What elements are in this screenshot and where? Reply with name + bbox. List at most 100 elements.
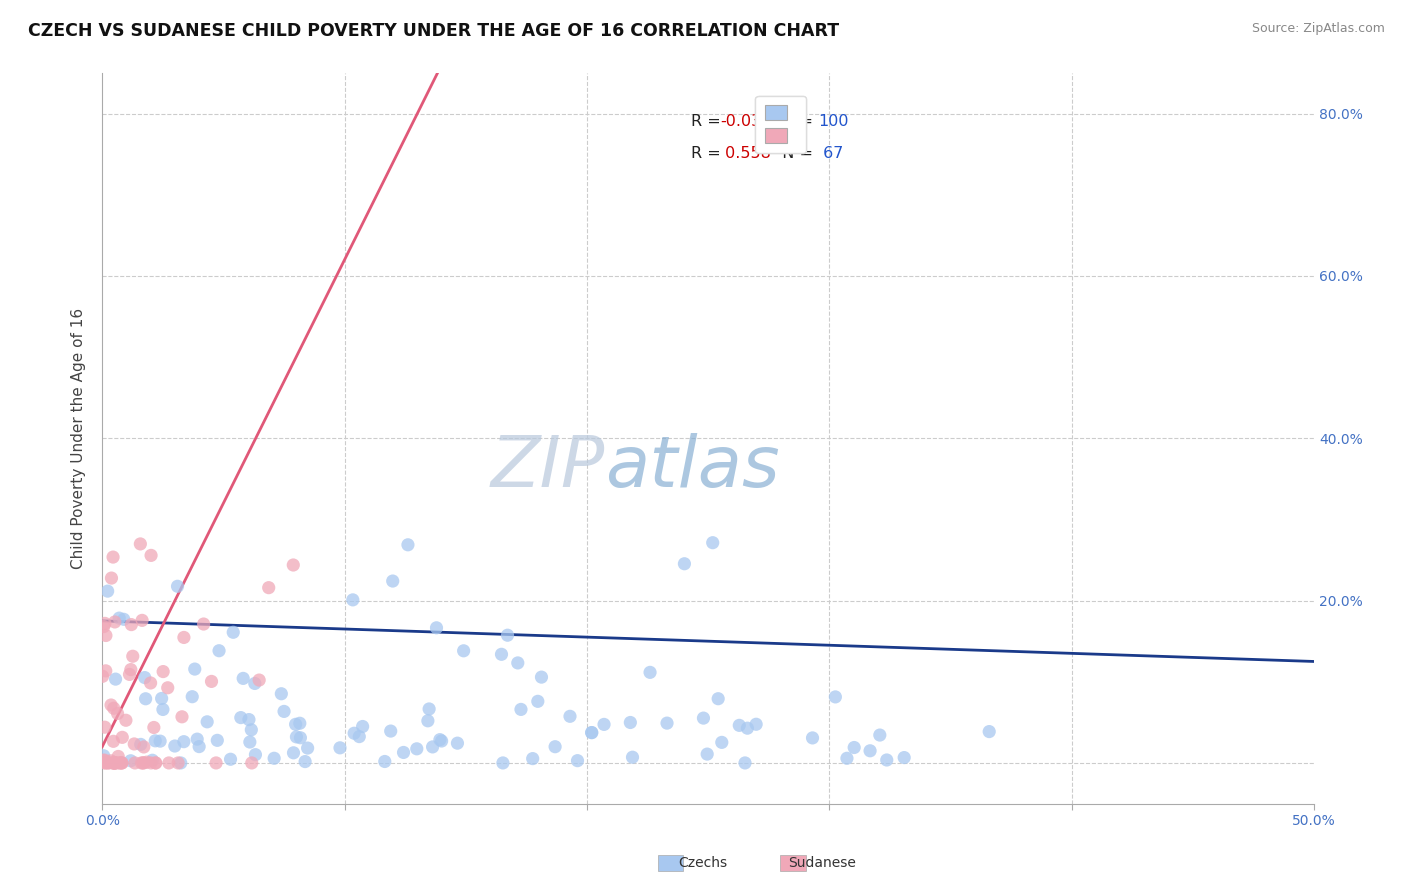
Point [219,752,242,766]
Point [129,537,152,551]
Point [696,747,718,761]
Point [893,750,915,764]
Point [104,756,127,770]
Point [93,753,115,767]
Text: R =: R = [692,114,725,129]
Point [876,753,898,767]
Point [396,538,419,552]
Point [283,746,305,760]
Text: CZECH VS SUDANESE CHILD POVERTY UNDER THE AGE OF 16 CORRELATION CHART: CZECH VS SUDANESE CHILD POVERTY UNDER TH… [28,22,839,40]
Point [239,735,262,749]
Point [638,665,661,680]
Point [135,755,157,769]
Point [110,756,132,770]
Point [93,748,115,763]
Point [422,739,444,754]
Point [835,751,858,765]
Point [844,740,866,755]
Point [124,756,146,770]
Point [229,710,252,724]
Point [737,721,759,735]
Point [621,750,644,764]
Point [496,628,519,642]
Point [120,663,142,677]
Point [491,648,513,662]
Point [107,749,129,764]
Point [446,736,468,750]
Point [118,667,141,681]
Point [103,701,125,715]
Point [173,631,195,645]
Point [200,674,222,689]
Point [418,702,440,716]
Point [195,714,218,729]
Point [100,698,122,712]
Point [283,558,305,572]
Point [111,731,134,745]
Point [103,734,125,748]
Point [869,728,891,742]
Point [558,709,581,723]
Point [207,733,229,747]
Point [139,549,162,563]
Point [107,706,129,721]
Point [284,717,307,731]
Point [247,673,270,687]
Point [188,739,211,754]
Point [131,613,153,627]
Point [290,731,312,745]
Point [270,687,292,701]
Point [673,557,696,571]
Point [129,738,152,752]
Point [232,672,254,686]
Point [243,676,266,690]
Point [120,754,142,768]
Point [108,756,131,770]
Point [429,732,451,747]
Point [97,756,120,770]
Point [173,734,195,748]
Point [222,625,245,640]
Point [142,721,165,735]
Point [167,756,190,770]
Point [824,690,846,704]
Point [619,715,641,730]
Point [112,612,135,626]
Point [859,744,882,758]
Point [97,584,120,599]
Point [530,670,553,684]
Point [263,751,285,765]
Point [132,756,155,770]
Point [139,676,162,690]
Point [135,691,157,706]
Point [567,754,589,768]
Point [425,621,447,635]
Point [104,615,127,629]
Point [152,665,174,679]
Point [141,753,163,767]
Text: 0.558: 0.558 [720,145,770,161]
Point [581,725,603,739]
Point [111,756,134,770]
Point [240,723,263,737]
Point [132,756,155,770]
Point [492,756,515,770]
Point [593,717,616,731]
Point [374,755,396,769]
Point [152,702,174,716]
Point [380,724,402,739]
Point [94,664,117,678]
Point [728,718,751,732]
Point [139,756,162,770]
Text: 100: 100 [818,114,849,129]
Point [342,592,364,607]
Point [94,628,117,642]
Point [522,751,544,765]
Point [273,705,295,719]
Point [352,719,374,733]
Point [240,756,263,770]
Point [181,690,204,704]
Point [801,731,824,745]
Point [104,756,127,770]
Point [97,756,120,770]
